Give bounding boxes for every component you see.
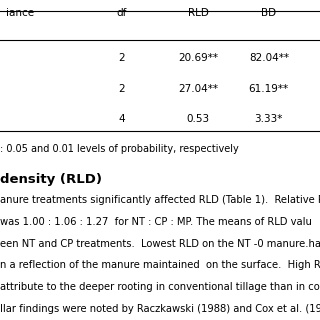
Text: n a reflection of the manure maintained  on the surface.  High R: n a reflection of the manure maintained …	[0, 260, 320, 270]
Text: anure treatments significantly affected RLD (Table 1).  Relative RL: anure treatments significantly affected …	[0, 195, 320, 205]
Text: density (RLD): density (RLD)	[0, 173, 102, 186]
Text: was 1.00 : 1.06 : 1.27  for NT : CP : MP. The means of RLD valu: was 1.00 : 1.06 : 1.27 for NT : CP : MP.…	[0, 217, 312, 227]
Text: 4: 4	[118, 114, 125, 124]
Text: llar findings were noted by Raczkawski (1988) and Cox et al. (1990: llar findings were noted by Raczkawski (…	[0, 304, 320, 314]
Text: attribute to the deeper rooting in conventional tillage than in cons: attribute to the deeper rooting in conve…	[0, 282, 320, 292]
Text: RLD: RLD	[188, 8, 209, 18]
Text: 2: 2	[118, 84, 125, 94]
Text: 2: 2	[118, 53, 125, 63]
Text: 27.04**: 27.04**	[179, 84, 219, 94]
Text: 61.19**: 61.19**	[249, 84, 289, 94]
Text: 82.04**: 82.04**	[249, 53, 289, 63]
Text: iance: iance	[6, 8, 35, 18]
Text: een NT and CP treatments.  Lowest RLD on the NT -0 manure.ha: een NT and CP treatments. Lowest RLD on …	[0, 239, 320, 249]
Text: : 0.05 and 0.01 levels of probability, respectively: : 0.05 and 0.01 levels of probability, r…	[0, 144, 239, 154]
Text: BD: BD	[261, 8, 276, 18]
Text: 0.53: 0.53	[187, 114, 210, 124]
Text: 20.69**: 20.69**	[179, 53, 219, 63]
Text: df: df	[116, 8, 127, 18]
Text: 3.33*: 3.33*	[255, 114, 283, 124]
